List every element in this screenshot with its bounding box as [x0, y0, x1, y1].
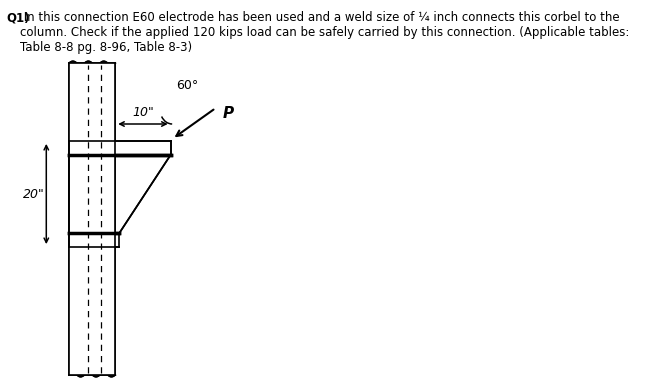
Text: Q1): Q1)	[7, 11, 30, 24]
Polygon shape	[69, 63, 116, 375]
Text: 60°: 60°	[176, 79, 199, 92]
Text: 10": 10"	[132, 106, 154, 119]
Polygon shape	[69, 141, 170, 247]
Text: P: P	[222, 105, 233, 121]
Polygon shape	[69, 63, 116, 375]
Text: 14": 14"	[82, 106, 103, 119]
Text: In this connection E60 electrode has been used and a weld size of ¼ inch connect: In this connection E60 electrode has bee…	[20, 11, 629, 54]
Text: 20": 20"	[24, 188, 45, 200]
